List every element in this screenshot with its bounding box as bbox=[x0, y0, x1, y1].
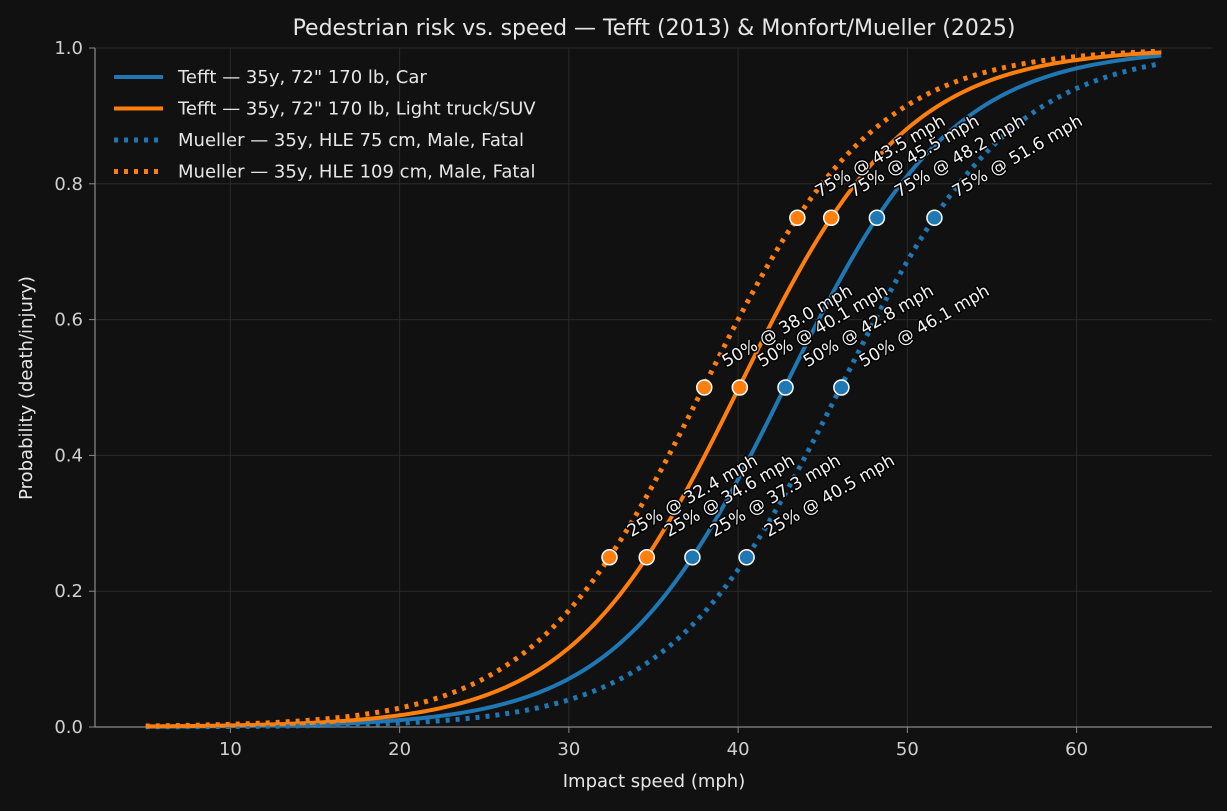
series-line-2 bbox=[145, 50, 1162, 729]
y-tick-label: 0.6 bbox=[54, 310, 83, 331]
x-tick-label: 40 bbox=[727, 739, 750, 760]
x-tick-label: 20 bbox=[388, 739, 411, 760]
x-tick-label: 60 bbox=[1065, 739, 1088, 760]
threshold-marker bbox=[926, 209, 943, 226]
threshold-marker bbox=[833, 379, 850, 396]
x-tick-label: 30 bbox=[557, 739, 580, 760]
threshold-marker bbox=[738, 549, 755, 566]
y-tick-label: 0.0 bbox=[54, 717, 83, 738]
legend-label: Mueller — 35y, HLE 109 cm, Male, Fatal bbox=[178, 162, 535, 183]
threshold-marker bbox=[601, 549, 618, 566]
marker-layer bbox=[601, 209, 943, 566]
threshold-marker bbox=[696, 379, 713, 396]
y-tick-label: 0.2 bbox=[54, 581, 83, 602]
legend-label: Tefft — 35y, 72" 170 lb, Light truck/SUV bbox=[177, 99, 536, 120]
y-axis-label: Probability (death/injury) bbox=[16, 276, 37, 500]
x-axis-label: Impact speed (mph) bbox=[563, 771, 746, 792]
x-tick-label: 50 bbox=[896, 739, 919, 760]
y-tick-label: 0.4 bbox=[54, 445, 83, 466]
threshold-marker bbox=[868, 209, 886, 226]
y-tick-label: 0.8 bbox=[54, 174, 83, 195]
series-layer bbox=[145, 48, 1162, 730]
threshold-marker bbox=[731, 379, 749, 396]
threshold-marker bbox=[822, 209, 840, 226]
chart-title: Pedestrian risk vs. speed — Tefft (2013)… bbox=[293, 16, 1016, 41]
legend-label: Tefft — 35y, 72" 170 lb, Car bbox=[177, 67, 427, 88]
threshold-marker bbox=[789, 209, 806, 226]
legend: Tefft — 35y, 72" 170 lb, Car Tefft — 35y,… bbox=[114, 67, 536, 183]
x-tick-label: 10 bbox=[219, 739, 242, 760]
threshold-marker bbox=[638, 549, 655, 566]
threshold-marker bbox=[684, 549, 701, 566]
threshold-marker bbox=[777, 379, 794, 396]
y-tick-label: 1.0 bbox=[54, 38, 83, 59]
legend-label: Mueller — 35y, HLE 75 cm, Male, Fatal bbox=[178, 130, 524, 151]
